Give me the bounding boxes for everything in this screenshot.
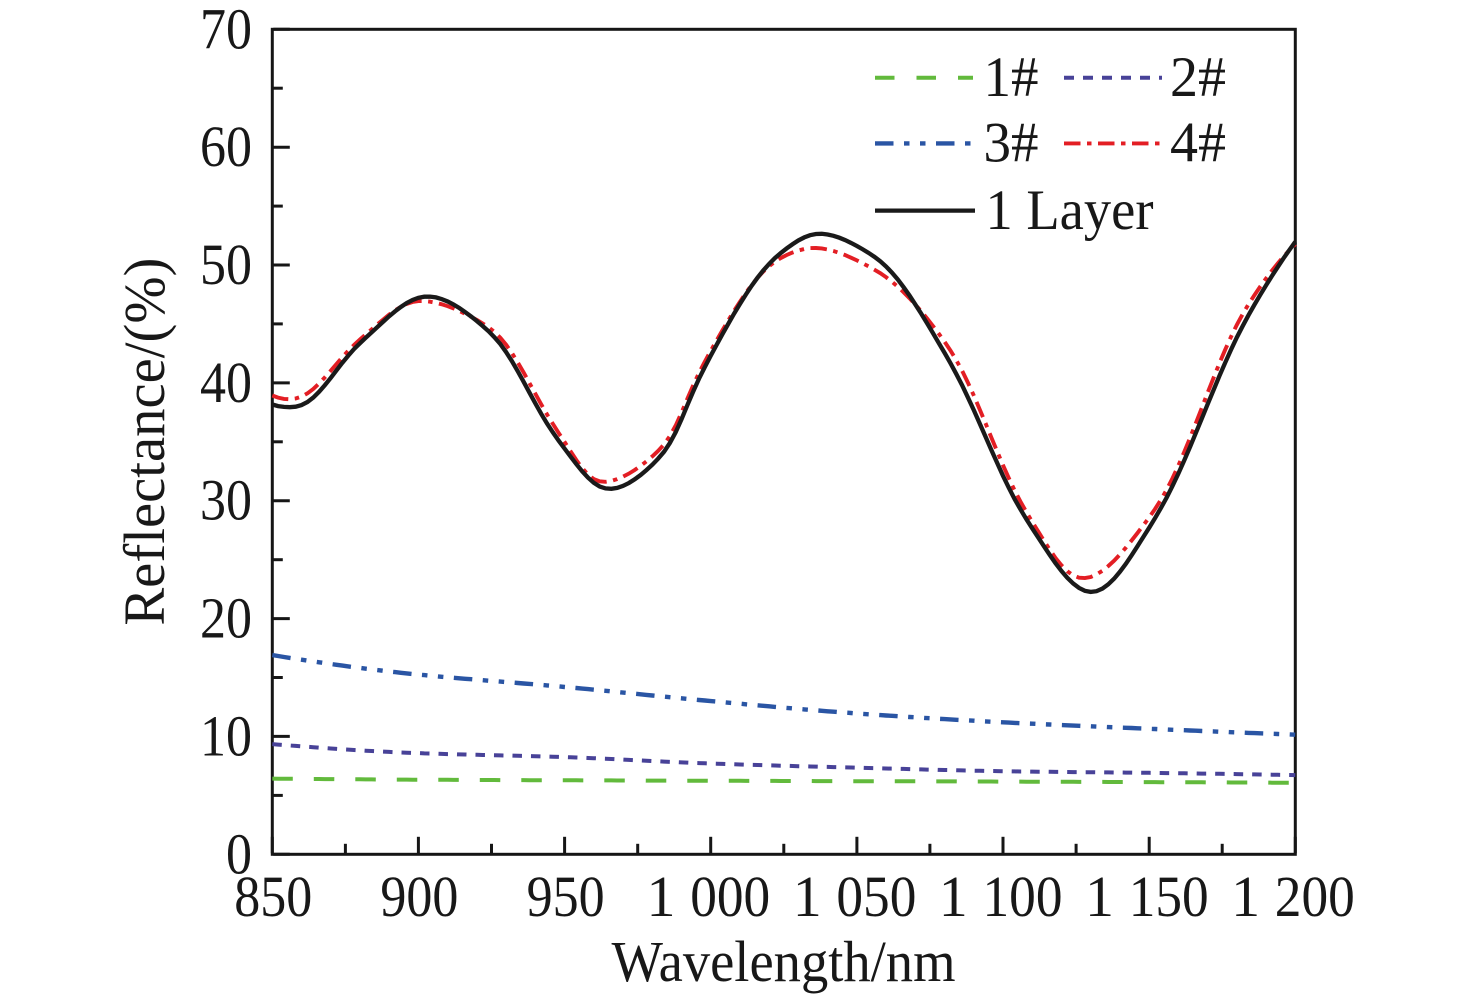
svg-text:050: 050 — [836, 864, 916, 929]
svg-text:1: 1 — [1085, 864, 1114, 929]
svg-text:1#: 1# — [984, 46, 1039, 109]
svg-text:Wavelength/nm: Wavelength/nm — [612, 929, 956, 994]
svg-text:1: 1 — [939, 864, 968, 929]
svg-text:150: 150 — [1129, 864, 1209, 929]
svg-text:1: 1 — [793, 864, 822, 929]
svg-text:0: 0 — [226, 821, 252, 886]
svg-text:60: 60 — [200, 114, 252, 179]
svg-text:3#: 3# — [984, 112, 1039, 175]
svg-text:1: 1 — [647, 864, 676, 929]
svg-text:1 Layer: 1 Layer — [986, 179, 1154, 242]
svg-text:30: 30 — [200, 468, 252, 533]
svg-text:2#: 2# — [1170, 46, 1226, 109]
svg-text:950: 950 — [527, 864, 605, 929]
svg-text:200: 200 — [1275, 864, 1355, 929]
svg-text:40: 40 — [200, 350, 252, 415]
svg-text:20: 20 — [200, 586, 252, 651]
svg-text:10: 10 — [200, 703, 252, 768]
svg-text:4#: 4# — [1170, 112, 1226, 175]
svg-text:000: 000 — [690, 864, 770, 929]
svg-text:Reflectance/(%): Reflectance/(%) — [112, 258, 177, 626]
svg-text:50: 50 — [200, 232, 252, 297]
svg-text:850: 850 — [234, 864, 312, 929]
svg-text:70: 70 — [200, 0, 252, 61]
svg-text:100: 100 — [983, 864, 1063, 929]
svg-text:1: 1 — [1231, 864, 1260, 929]
svg-text:900: 900 — [380, 864, 458, 929]
